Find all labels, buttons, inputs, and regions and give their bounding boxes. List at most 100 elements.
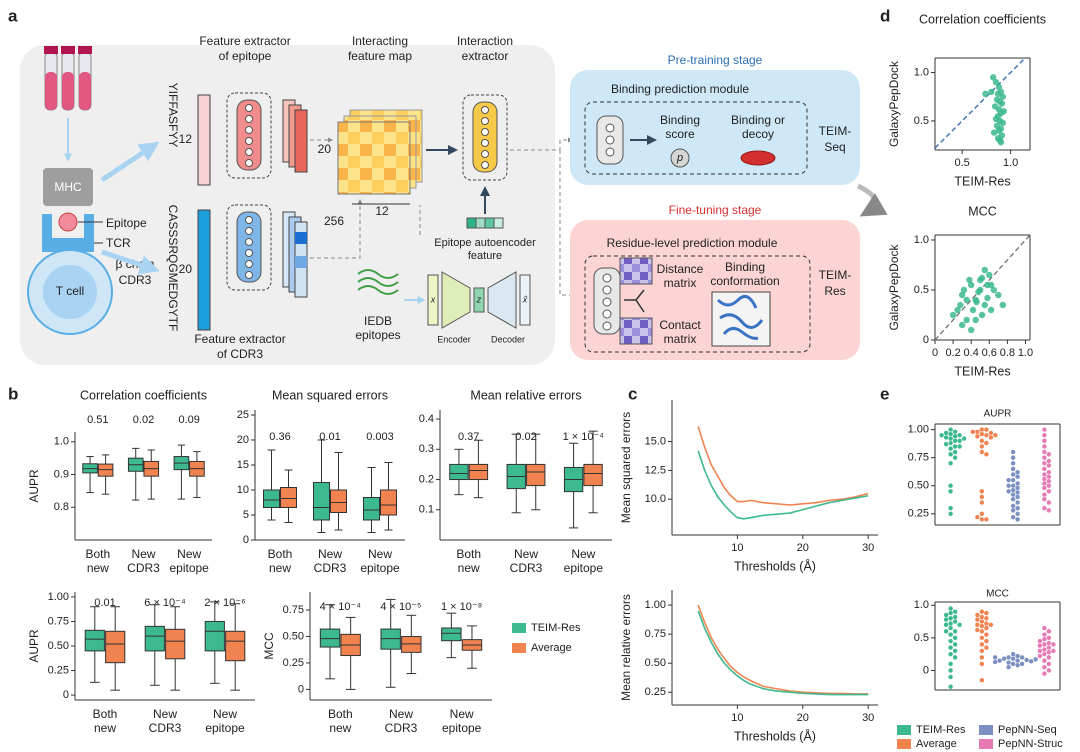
diagram-rect	[473, 287, 485, 313]
diagram-g-circle	[245, 159, 253, 167]
chart-title: Mean relative errors	[470, 388, 581, 402]
x-tick-label: Both	[268, 547, 293, 561]
point	[1046, 640, 1052, 646]
point	[1037, 643, 1043, 649]
y-tick-label: 0.25	[48, 664, 69, 676]
point	[983, 451, 989, 457]
diagram-text: conformation	[710, 274, 779, 288]
diagram-g	[605, 123, 615, 157]
diagram-g-circle	[245, 271, 253, 279]
diagram-text: CASSSRQGMEDGYTF	[166, 205, 180, 332]
point	[1015, 474, 1021, 480]
point	[979, 449, 985, 455]
point	[948, 638, 954, 644]
diagram-rect	[295, 256, 307, 268]
point	[992, 654, 998, 661]
point	[952, 609, 958, 615]
point	[948, 620, 954, 627]
point	[952, 618, 958, 625]
diagram-g-circle	[481, 150, 489, 158]
x-tick-label: 0.8	[1000, 347, 1015, 359]
point	[948, 427, 954, 433]
box	[263, 489, 280, 508]
x-tick-label: Both	[93, 707, 118, 721]
panel-labels-text: b	[8, 384, 18, 403]
point	[1015, 494, 1021, 500]
point	[1010, 460, 1016, 466]
point	[1041, 449, 1047, 455]
diagram-ellipse	[740, 150, 776, 166]
diagram-g	[245, 104, 253, 167]
diagram-text: Interacting	[352, 34, 408, 48]
point	[988, 622, 994, 628]
point	[1006, 654, 1012, 661]
diagram-polyline	[559, 150, 575, 298]
point	[1006, 664, 1012, 670]
diagram-text: Interaction	[457, 34, 513, 48]
point	[1041, 496, 1047, 502]
diagonal	[934, 57, 1026, 149]
y-tick-label: 0.25	[908, 508, 929, 520]
diagram-path	[357, 269, 399, 295]
point	[1046, 507, 1052, 514]
x-tick-label: New	[389, 707, 413, 721]
point	[978, 311, 986, 319]
diagram-g-circle	[245, 148, 253, 156]
diagram-text: Res	[824, 284, 845, 298]
x-tick-label: 1.0	[1018, 347, 1033, 359]
y-axis-label: AUPR	[27, 469, 41, 503]
diagram-text: score	[665, 127, 695, 141]
line	[697, 450, 869, 520]
diagram-rect	[62, 72, 74, 110]
point	[995, 127, 1003, 134]
legend-swatch	[979, 725, 993, 735]
y-tick-label: 5	[243, 509, 249, 521]
point	[981, 266, 988, 274]
y-tick-label: 0.3	[419, 443, 434, 455]
point	[967, 326, 975, 334]
point	[952, 654, 958, 661]
y-tick-label: 0.8	[54, 501, 69, 513]
diagram-text: Feature extractor	[194, 332, 285, 346]
point	[939, 432, 945, 438]
x-tick-label: 0.6	[982, 347, 997, 359]
point	[998, 100, 1006, 107]
diagram-rect	[197, 209, 211, 331]
y-tick-label: 25	[237, 409, 249, 421]
box	[441, 627, 462, 642]
diagram-line	[100, 141, 160, 183]
line	[697, 610, 869, 696]
x-tick-label: 0.5	[954, 157, 969, 169]
point	[982, 90, 989, 98]
point	[943, 430, 949, 436]
diagram-text: 20	[318, 142, 332, 156]
diagram-g-circle	[245, 249, 253, 257]
diagram-rect	[466, 217, 477, 229]
point	[1037, 648, 1043, 654]
diagram-rect	[427, 274, 439, 326]
legend-label: TEIM-Res	[916, 724, 966, 736]
point	[1010, 455, 1016, 461]
point	[974, 514, 980, 520]
x-tick-label: Both	[456, 547, 481, 561]
point	[1010, 483, 1016, 489]
point	[979, 499, 985, 506]
point	[952, 429, 958, 435]
point	[983, 620, 989, 627]
diagram-g-circle	[602, 309, 612, 319]
point	[1046, 649, 1052, 655]
y-tick-label: 0.50	[48, 640, 69, 652]
point	[974, 429, 980, 435]
diagram-g-circle	[605, 135, 615, 145]
diagram-circle	[670, 148, 690, 168]
y-tick-label: 0.5	[914, 115, 929, 127]
diagram-text: 256	[324, 214, 344, 228]
x-tick-label: CDR3	[149, 721, 182, 735]
box	[526, 463, 546, 487]
point	[952, 455, 958, 461]
y-axis-label: Mean relative errors	[619, 594, 633, 701]
y-tick-label: 0.25	[645, 686, 666, 698]
x-tick-label: epitope	[564, 561, 604, 575]
panel-labels-text: c	[628, 384, 637, 403]
diagram-polygon	[441, 271, 471, 329]
